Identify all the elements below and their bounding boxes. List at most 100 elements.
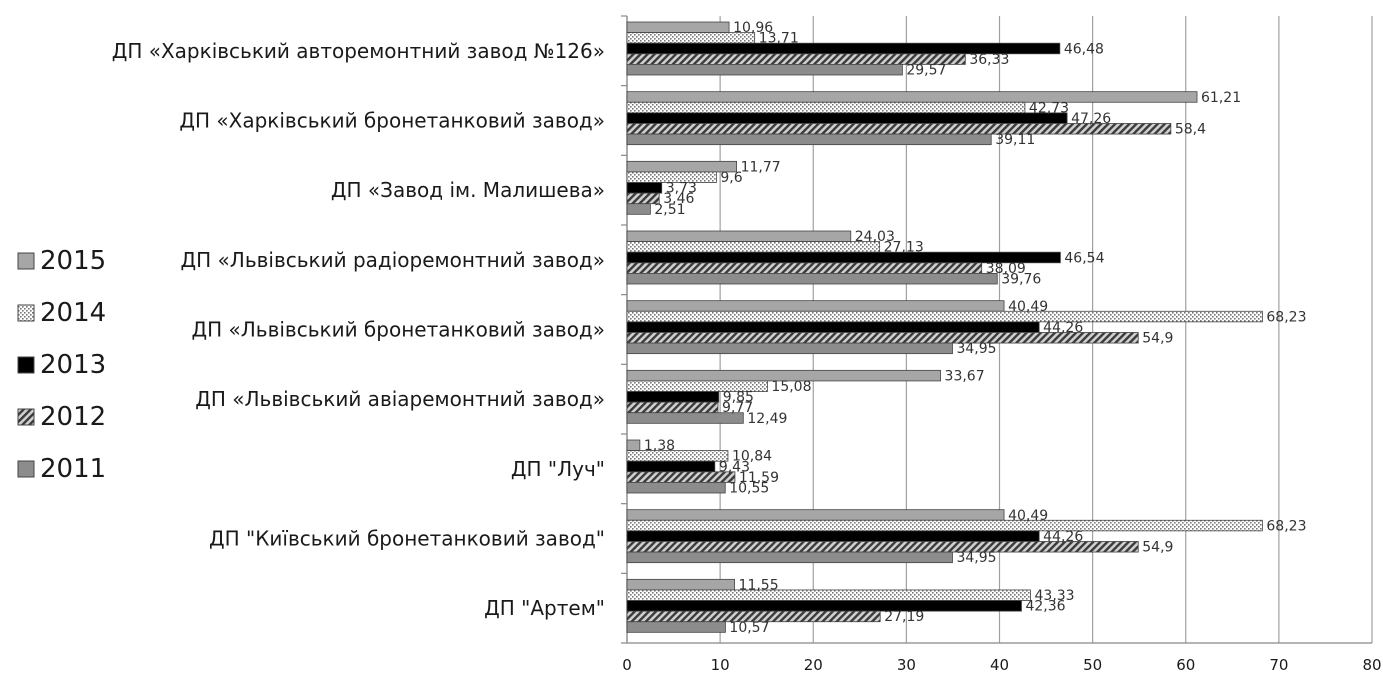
data-label: 61,21 bbox=[1201, 90, 1241, 106]
x-tick-label: 0 bbox=[622, 656, 632, 674]
bar-2015-9 bbox=[626, 578, 735, 591]
data-label: 9,85 bbox=[723, 390, 754, 406]
data-label: 3,73 bbox=[666, 181, 697, 197]
x-tick-label: 10 bbox=[711, 656, 730, 674]
bar-2013-2 bbox=[626, 112, 1068, 124]
data-label: 68,23 bbox=[1266, 309, 1306, 325]
category-label: ДП «Львівський авіаремонтний завод» bbox=[195, 387, 605, 411]
bars bbox=[626, 21, 1263, 633]
legend-label-2011: 2011 bbox=[40, 454, 106, 484]
data-label: 10,96 bbox=[733, 20, 773, 36]
bar-2013-8 bbox=[626, 530, 1040, 542]
data-label: 36,33 bbox=[969, 52, 1009, 68]
bar-2015-1 bbox=[626, 21, 730, 34]
data-label: 40,49 bbox=[1008, 299, 1048, 315]
data-label: 10,55 bbox=[729, 481, 769, 497]
data-label: 54,9 bbox=[1142, 540, 1173, 556]
bar-2015-4 bbox=[626, 230, 852, 243]
x-tick-label: 60 bbox=[1176, 656, 1195, 674]
bar-2014-8 bbox=[626, 519, 1263, 532]
x-tick-label: 40 bbox=[990, 656, 1009, 674]
x-tick-label: 80 bbox=[1362, 656, 1381, 674]
bar-2014-3 bbox=[626, 171, 717, 183]
x-tick-label: 20 bbox=[804, 656, 823, 674]
category-label: ДП «Завод ім. Малишева» bbox=[331, 178, 605, 202]
data-label: 40,49 bbox=[1008, 508, 1048, 524]
bar-2013-3 bbox=[626, 182, 663, 194]
legend-swatch-2011 bbox=[17, 460, 35, 478]
data-label: 33,67 bbox=[945, 368, 985, 384]
data-label: 42,73 bbox=[1029, 100, 1069, 116]
data-label: 43,33 bbox=[1035, 588, 1075, 604]
data-label: 38,09 bbox=[986, 261, 1026, 277]
data-label: 3,46 bbox=[663, 191, 694, 207]
bar-2011-8 bbox=[626, 551, 953, 564]
category-label: ДП «Харківський бронетанковий завод» bbox=[179, 109, 605, 133]
data-label: 11,77 bbox=[741, 159, 781, 175]
data-label: 12,49 bbox=[747, 411, 787, 427]
bar-2015-7 bbox=[626, 439, 641, 452]
data-label: 47,26 bbox=[1071, 111, 1111, 127]
data-label: 1,38 bbox=[644, 438, 675, 454]
data-label: 24,03 bbox=[855, 229, 895, 245]
category-label: ДП "Артем" bbox=[484, 596, 605, 620]
legend-label-2015: 2015 bbox=[40, 246, 106, 276]
data-label: 29,57 bbox=[906, 63, 946, 79]
bar-2011-7 bbox=[626, 481, 726, 494]
bar-2015-5 bbox=[626, 300, 1005, 312]
data-label: 39,76 bbox=[1001, 272, 1041, 288]
data-label: 44,26 bbox=[1043, 320, 1083, 336]
legend-swatch-2013 bbox=[17, 356, 35, 374]
bar-2012-6 bbox=[626, 401, 719, 414]
bar-2011-1 bbox=[626, 64, 903, 76]
bar-2011-2 bbox=[626, 133, 992, 146]
data-label: 34,95 bbox=[956, 341, 996, 357]
data-label: 10,57 bbox=[729, 620, 769, 636]
bar-2013-5 bbox=[626, 321, 1040, 333]
data-label: 11,55 bbox=[739, 577, 779, 593]
bar-2014-7 bbox=[626, 450, 729, 462]
bar-2013-9 bbox=[626, 600, 1022, 612]
legend-label-2014: 2014 bbox=[40, 298, 106, 328]
bar-2015-6 bbox=[626, 369, 941, 382]
data-label: 34,95 bbox=[956, 550, 996, 566]
bar-2013-7 bbox=[626, 460, 716, 473]
bar-2011-3 bbox=[626, 203, 651, 215]
category-label: ДП "Київський бронетанковий завод" bbox=[209, 527, 605, 551]
legend-swatch-2014 bbox=[17, 304, 35, 322]
x-tick-label: 30 bbox=[897, 656, 916, 674]
category-label: ДП «Харківський авторемонтний завод №126… bbox=[112, 39, 605, 63]
bar-2014-2 bbox=[626, 101, 1026, 114]
data-label: 27,13 bbox=[884, 240, 924, 256]
legend-swatch-2012 bbox=[17, 408, 35, 426]
data-label: 9,43 bbox=[719, 459, 750, 475]
bar-2012-4 bbox=[626, 262, 983, 274]
data-label: 68,23 bbox=[1266, 518, 1306, 534]
data-label: 58,4 bbox=[1175, 122, 1206, 138]
data-label: 9,6 bbox=[720, 170, 742, 186]
bar-2014-4 bbox=[626, 241, 881, 253]
bar-2013-6 bbox=[626, 391, 720, 403]
category-label: ДП "Луч" bbox=[511, 457, 605, 481]
data-label: 9,77 bbox=[722, 400, 753, 416]
category-label: ДП «Львівський бронетанковий завод» bbox=[192, 318, 606, 342]
data-label: 42,36 bbox=[1025, 599, 1065, 615]
bar-2012-9 bbox=[626, 610, 881, 623]
legend: 2015 2014 2013 2012 2011 bbox=[17, 246, 106, 484]
legend-swatch-2015 bbox=[17, 252, 35, 270]
bar-2011-9 bbox=[626, 621, 726, 633]
data-label: 44,26 bbox=[1043, 529, 1083, 545]
x-tick-label: 50 bbox=[1083, 656, 1102, 674]
data-label: 2,51 bbox=[654, 202, 685, 218]
bar-2014-9 bbox=[626, 589, 1031, 601]
bar-2015-2 bbox=[626, 91, 1198, 103]
bar-2014-5 bbox=[626, 310, 1263, 323]
category-label: ДП «Львівський радіоремонтний завод» bbox=[181, 248, 605, 272]
category-labels: ДП «Харківський авторемонтний завод №126… bbox=[112, 39, 605, 620]
legend-label-2012: 2012 bbox=[40, 402, 106, 432]
data-label: 15,08 bbox=[771, 379, 811, 395]
data-label: 27,19 bbox=[884, 609, 924, 625]
data-label: 54,9 bbox=[1142, 331, 1173, 347]
